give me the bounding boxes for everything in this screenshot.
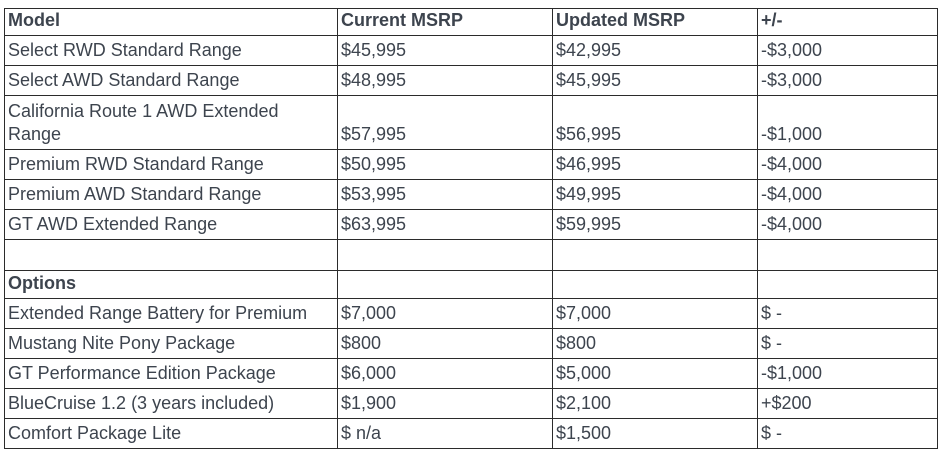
option-row: Comfort Package Lite $ n/a $1,500 $ - xyxy=(4,418,938,449)
header-model: Model xyxy=(4,8,338,36)
change-cell: -$4,000 xyxy=(757,149,938,180)
change-cell xyxy=(757,270,938,299)
change-cell: $ - xyxy=(757,298,938,329)
current-msrp-cell: $1,900 xyxy=(337,388,553,419)
change-cell: -$3,000 xyxy=(757,65,938,96)
model-row: California Route 1 AWD Extended Range $57… xyxy=(4,95,938,150)
model-cell: Select RWD Standard Range xyxy=(4,35,338,66)
spacer-row xyxy=(4,239,938,271)
model-cell: California Route 1 AWD Extended Range xyxy=(4,95,338,150)
current-msrp-cell: $63,995 xyxy=(337,209,553,240)
model-row: Select AWD Standard Range $48,995 $45,995-… xyxy=(4,65,938,96)
header-current-msrp: Current MSRP xyxy=(337,8,553,36)
model-cell: Premium AWD Standard Range xyxy=(4,179,338,210)
change-cell: $ - xyxy=(757,418,938,449)
current-msrp-cell: $ n/a xyxy=(337,418,553,449)
model-cell: Comfort Package Lite xyxy=(4,418,338,449)
current-msrp-cell: $57,995 xyxy=(337,95,553,150)
current-msrp-cell: $6,000 xyxy=(337,358,553,389)
updated-msrp-cell xyxy=(552,270,758,299)
current-msrp-cell: $48,995 xyxy=(337,65,553,96)
model-cell xyxy=(4,239,338,271)
option-row: Extended Range Battery for Premium $7,000… xyxy=(4,298,938,329)
model-cell: BlueCruise 1.2 (3 years included) xyxy=(4,388,338,419)
current-msrp-cell: $45,995 xyxy=(337,35,553,66)
current-msrp-cell: $50,995 xyxy=(337,149,553,180)
model-cell: Options xyxy=(4,270,338,299)
options-section-row: Options xyxy=(4,270,938,299)
model-cell: Premium RWD Standard Range xyxy=(4,149,338,180)
model-row: Select RWD Standard Range $45,995 $42,995-… xyxy=(4,35,938,66)
header-row: Model Current MSRP Updated MSRP +/- xyxy=(4,8,938,36)
updated-msrp-cell: $800 xyxy=(552,328,758,359)
option-row: Mustang Nite Pony Package $800 $800 $ - xyxy=(4,328,938,359)
updated-msrp-cell: $2,100 xyxy=(552,388,758,419)
updated-msrp-cell: $45,995 xyxy=(552,65,758,96)
updated-msrp-cell xyxy=(552,239,758,271)
current-msrp-cell xyxy=(337,239,553,271)
model-cell: Extended Range Battery for Premium xyxy=(4,298,338,329)
model-row: GT AWD Extended Range $63,995 $59,995 -$4,0… xyxy=(4,209,938,240)
current-msrp-cell: $53,995 xyxy=(337,179,553,210)
change-cell: -$1,000 xyxy=(757,358,938,389)
model-cell: GT AWD Extended Range xyxy=(4,209,338,240)
model-row: Premium AWD Standard Range $53,995 $49,995… xyxy=(4,179,938,210)
updated-msrp-cell: $7,000 xyxy=(552,298,758,329)
option-row: BlueCruise 1.2 (3 years included) $1,900 $… xyxy=(4,388,938,419)
updated-msrp-cell: $56,995 xyxy=(552,95,758,150)
change-cell: -$4,000 xyxy=(757,179,938,210)
updated-msrp-cell: $46,995 xyxy=(552,149,758,180)
change-cell: -$4,000 xyxy=(757,209,938,240)
current-msrp-cell: $800 xyxy=(337,328,553,359)
msrp-pricing-table: Model Current MSRP Updated MSRP +/- Sele… xyxy=(4,8,938,449)
model-row: Premium RWD Standard Range $50,995 $46,995… xyxy=(4,149,938,180)
header-change: +/- xyxy=(757,8,938,36)
header-updated-msrp: Updated MSRP xyxy=(552,8,758,36)
updated-msrp-cell: $59,995 xyxy=(552,209,758,240)
change-cell: -$3,000 xyxy=(757,35,938,66)
updated-msrp-cell: $42,995 xyxy=(552,35,758,66)
updated-msrp-cell: $49,995 xyxy=(552,179,758,210)
model-cell: Mustang Nite Pony Package xyxy=(4,328,338,359)
change-cell: $ - xyxy=(757,328,938,359)
current-msrp-cell: $7,000 xyxy=(337,298,553,329)
change-cell xyxy=(757,239,938,271)
current-msrp-cell xyxy=(337,270,553,299)
model-cell: GT Performance Edition Package xyxy=(4,358,338,389)
option-row: GT Performance Edition Package $6,000 $5,0… xyxy=(4,358,938,389)
change-cell: +$200 xyxy=(757,388,938,419)
updated-msrp-cell: $5,000 xyxy=(552,358,758,389)
updated-msrp-cell: $1,500 xyxy=(552,418,758,449)
model-cell: Select AWD Standard Range xyxy=(4,65,338,96)
change-cell: -$1,000 xyxy=(757,95,938,150)
